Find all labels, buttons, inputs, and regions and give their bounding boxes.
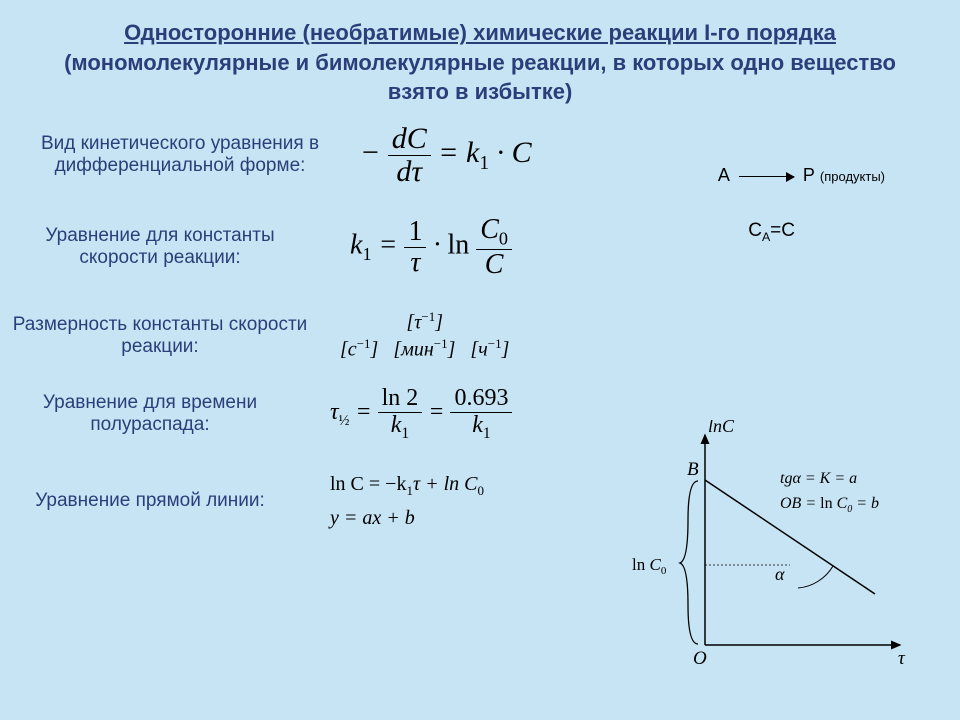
row-rateconst: Уравнение для константы скорости реакции…	[0, 215, 960, 279]
formula-rateconst: k1 = 1τ · ln C0C	[350, 215, 512, 279]
title-line1: Односторонние (необратимые) химические р…	[124, 20, 836, 45]
products-label: (продукты)	[820, 169, 885, 184]
arrow-icon	[739, 176, 794, 177]
graph-svg: lnC B ln C0 α O τ tgα = K = a OB = ln C0…	[630, 420, 920, 680]
svg-text:lnC: lnC	[708, 420, 735, 436]
reaction-scheme: А Р (продукты)	[718, 165, 885, 186]
svg-text:tgα = K = a: tgα = K = a	[780, 470, 857, 487]
title-line2: (мономолекулярные и бимолекулярные реакц…	[64, 50, 896, 105]
svg-text:ln C0: ln C0	[632, 555, 667, 577]
label-kinetic: Вид кинетического уравнения в дифференци…	[0, 133, 360, 177]
svg-text:τ: τ	[898, 648, 906, 669]
label-rateconst: Уравнение для константы скорости реакции…	[0, 225, 320, 269]
svg-text:B: B	[687, 459, 699, 480]
formula-halflife: τ½ = ln 2k1 = 0.693k1	[330, 386, 512, 441]
label-dimension: Размерность константы скорости реакции:	[0, 314, 320, 358]
svg-text:α: α	[775, 564, 785, 584]
formula-straightline: ln C = −k1τ + ln C0 y = ax + b	[330, 468, 484, 534]
species-A: А	[718, 165, 730, 185]
concentration-eq: СA=С	[748, 220, 795, 244]
graph: lnC B ln C0 α O τ tgα = K = a OB = ln C0…	[630, 420, 920, 680]
species-P: Р	[803, 165, 815, 185]
slide-title: Односторонние (необратимые) химические р…	[0, 0, 960, 115]
row-dimension: Размерность константы скорости реакции: …	[0, 309, 960, 362]
label-straightline: Уравнение прямой линии:	[0, 490, 300, 512]
formula-kinetic: − dCdτ = k1 · C	[360, 123, 532, 187]
formula-dimension: [τ−1] [с−1] [мин−1] [ч−1]	[340, 309, 509, 362]
label-halflife: Уравнение для времени полураспада:	[0, 392, 300, 436]
svg-text:O: O	[693, 648, 707, 669]
svg-text:OB = ln C0 = b: OB = ln C0 = b	[780, 495, 879, 515]
